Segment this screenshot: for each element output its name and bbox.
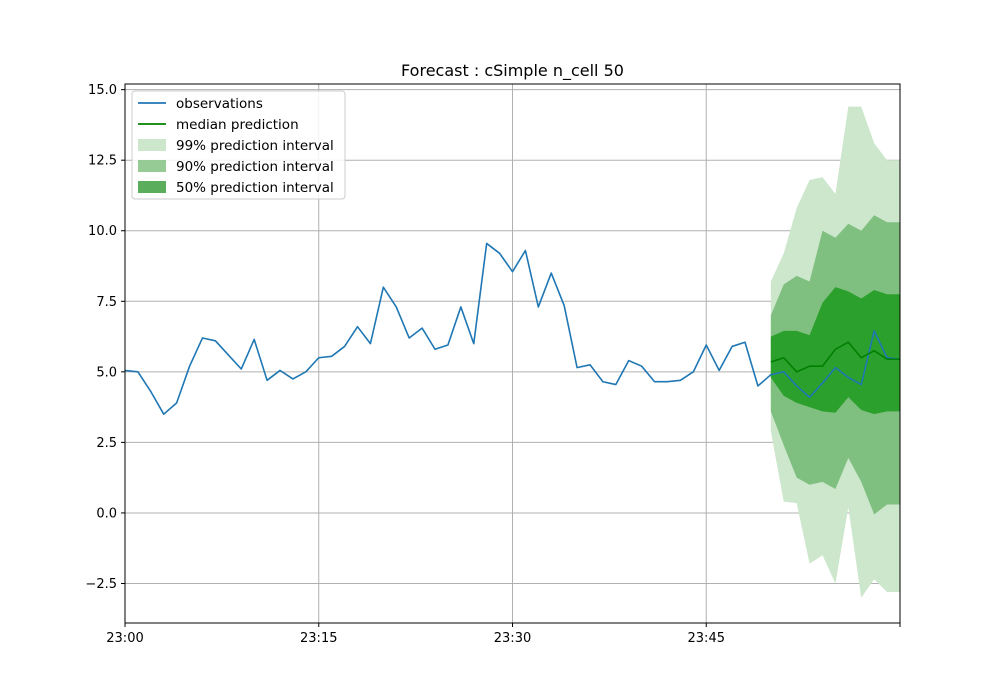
x-tick-label: 23:45 bbox=[688, 631, 725, 646]
legend-label: observations bbox=[176, 96, 263, 112]
legend-label: 99% prediction interval bbox=[176, 138, 334, 154]
y-tick-label: 0.0 bbox=[96, 506, 117, 521]
legend-patch-swatch bbox=[138, 181, 166, 193]
legend: observations median prediction 99% predict… bbox=[131, 90, 346, 200]
y-tick-label: 5.0 bbox=[96, 365, 117, 380]
x-tick-label: 23:15 bbox=[300, 631, 337, 646]
y-tick-label: 10.0 bbox=[88, 224, 117, 239]
chart-title: Forecast : cSimple n_cell 50 bbox=[401, 61, 624, 81]
legend-patch-swatch bbox=[138, 139, 166, 151]
y-axis: −2.5 0.0 2.5 5.0 7.5 10.0 12.5 15.0 bbox=[85, 83, 125, 592]
legend-patch-swatch bbox=[138, 160, 166, 172]
legend-box bbox=[131, 90, 346, 200]
y-tick-label: −2.5 bbox=[85, 577, 117, 592]
prediction-bands bbox=[770, 106, 900, 598]
y-tick-label: 7.5 bbox=[96, 295, 117, 310]
band-50-percent bbox=[770, 287, 900, 415]
x-axis: 23:00 23:15 23:30 23:45 bbox=[106, 623, 901, 646]
legend-label: 90% prediction interval bbox=[176, 159, 334, 175]
x-tick-label: 23:00 bbox=[106, 631, 143, 646]
series-lines bbox=[124, 242, 901, 415]
y-tick-label: 2.5 bbox=[96, 436, 117, 451]
y-tick-label: 12.5 bbox=[88, 154, 117, 169]
median-prediction-line bbox=[770, 341, 900, 373]
x-tick-label: 23:30 bbox=[494, 631, 531, 646]
observations-line bbox=[124, 242, 901, 415]
legend-label: 50% prediction interval bbox=[176, 180, 334, 196]
legend-label: median prediction bbox=[176, 117, 299, 133]
y-tick-label: 15.0 bbox=[88, 83, 117, 98]
